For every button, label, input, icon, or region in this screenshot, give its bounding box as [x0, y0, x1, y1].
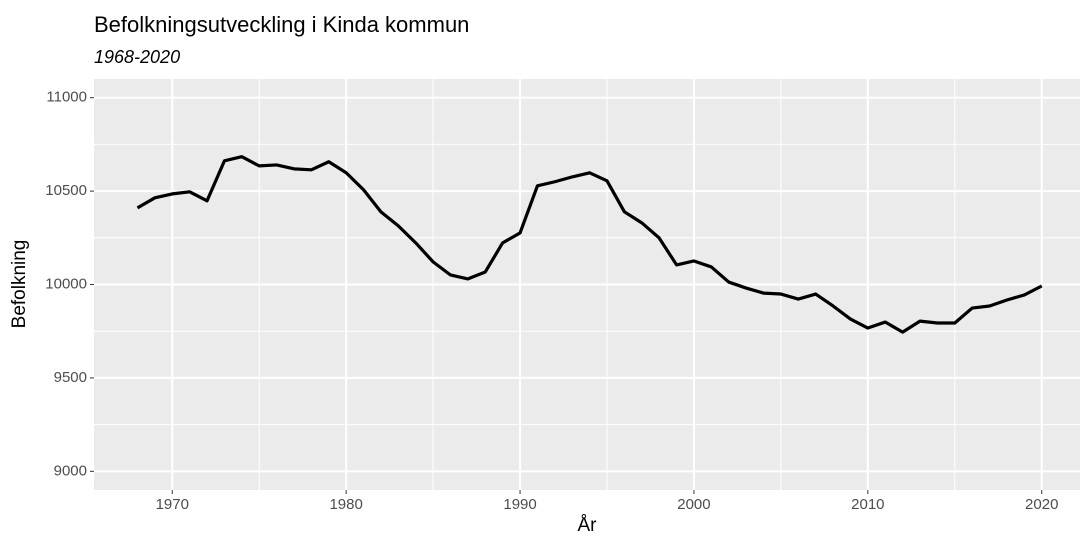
chart-title: Befolkningsutveckling i Kinda kommun [94, 12, 469, 37]
y-tick-label: 10500 [45, 182, 87, 199]
x-tick-label: 2020 [1025, 496, 1058, 513]
y-tick-label: 10000 [45, 275, 87, 292]
data-line [136, 155, 1043, 334]
y-tick-label: 9000 [54, 462, 87, 479]
y-tick-label: 9500 [54, 369, 87, 386]
grid [94, 79, 1080, 490]
x-tick-label: 1970 [156, 496, 189, 513]
y-tick-label: 11000 [46, 89, 87, 106]
x-tick-label: 1980 [329, 496, 362, 513]
x-tick-label: 1990 [503, 496, 536, 513]
x-axis-title: År [578, 515, 598, 536]
chart-subtitle: 1968-2020 [94, 47, 180, 67]
y-axis-title: Befolkning [9, 240, 30, 329]
x-tick-label: 2010 [851, 496, 884, 513]
axes: 1970 1980 1990 2000 2010 2020 9000 9500 10000 105… [45, 89, 1058, 513]
x-tick-label: 2000 [677, 496, 710, 513]
